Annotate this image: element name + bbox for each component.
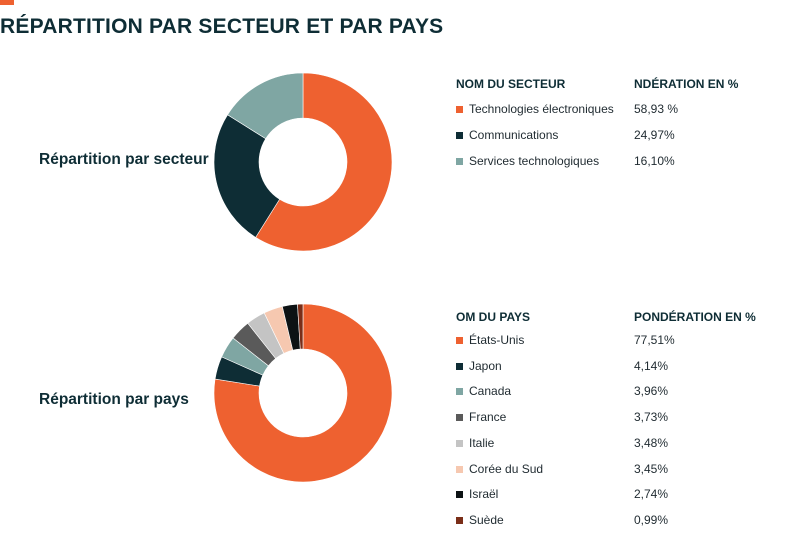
legend-value: 3,45% xyxy=(634,461,669,476)
legend-label: Israël xyxy=(469,487,499,502)
legend-label: Canada xyxy=(469,384,512,399)
legend-value: 3,96% xyxy=(634,384,669,399)
legend-label: Technologies électroniques xyxy=(469,102,614,116)
legend-value: 3,73% xyxy=(634,410,669,425)
legend-row-france: France 3,73% xyxy=(456,410,756,428)
legend-row-technologies-electroniques: Technologies électroniques 58,93 % xyxy=(456,102,756,120)
sector-value-header: NDÉRATION EN % xyxy=(634,77,739,91)
legend-value: 77,51% xyxy=(634,333,675,347)
page-title: RÉPARTITION PAR SECTEUR ET PAR PAYS xyxy=(0,15,444,38)
legend-label: Corée du Sud xyxy=(469,461,544,476)
legend-swatch xyxy=(456,158,463,165)
country-donut-chart xyxy=(213,303,393,483)
slice-services-technologiques xyxy=(227,72,304,140)
legend-swatch xyxy=(456,414,463,422)
legend-value: 3,48% xyxy=(634,435,669,450)
country-chart-title: Répartition par pays xyxy=(39,391,189,408)
legend-row-services-technologiques: Services technologiques 16,10% xyxy=(456,154,756,172)
legend-swatch xyxy=(456,362,463,370)
legend-swatch xyxy=(456,106,463,113)
legend-label: Japon xyxy=(469,358,502,373)
legend-value: 4,14% xyxy=(634,358,669,373)
legend-value: 16,10% xyxy=(634,154,675,168)
legend-value: 24,97% xyxy=(634,128,675,142)
legend-row-coree-du-sud: Corée du Sud 3,45% xyxy=(456,462,756,480)
country-value-header: PONDÉRATION EN % xyxy=(634,310,756,324)
legend-swatch xyxy=(456,132,463,139)
slice-suede xyxy=(297,303,304,350)
legend-swatch xyxy=(456,439,463,447)
slice-communications xyxy=(213,114,281,238)
legend-value: 2,74% xyxy=(634,487,669,502)
legend-label: Suède xyxy=(469,512,504,527)
legend-value: 0,99% xyxy=(634,512,669,527)
legend-swatch xyxy=(456,465,463,473)
legend-row-suede: Suède 0,99% xyxy=(456,513,756,531)
legend-row-israel: Israël 2,74% xyxy=(456,487,756,505)
legend-label: Communications xyxy=(469,128,559,142)
legend-row-canada: Canada 3,96% xyxy=(456,384,756,402)
accent-bar xyxy=(0,0,14,5)
sector-name-header: NOM DU SECTEUR xyxy=(456,77,566,91)
legend-row-communications: Communications 24,97% xyxy=(456,128,756,146)
sector-donut-chart xyxy=(213,72,393,252)
legend-swatch xyxy=(456,337,463,344)
slice-technologies-electroniques xyxy=(255,72,393,252)
legend-row-etats-unis: États-Unis 77,51% xyxy=(456,333,756,351)
legend-label: États-Unis xyxy=(469,333,525,347)
legend-row-japon: Japon 4,14% xyxy=(456,359,756,377)
legend-label: Italie xyxy=(469,435,495,450)
legend-row-italie: Italie 3,48% xyxy=(456,436,756,454)
legend-swatch xyxy=(456,491,463,499)
legend-value: 58,93 % xyxy=(634,102,679,116)
country-name-header: OM DU PAYS xyxy=(456,310,531,324)
legend-swatch xyxy=(456,388,463,396)
legend-label: Services technologiques xyxy=(469,154,600,168)
legend-label: France xyxy=(469,410,507,425)
slice-etats-unis xyxy=(213,303,393,483)
legend-swatch xyxy=(456,516,463,524)
sector-chart-title: Répartition par secteur xyxy=(39,151,209,168)
